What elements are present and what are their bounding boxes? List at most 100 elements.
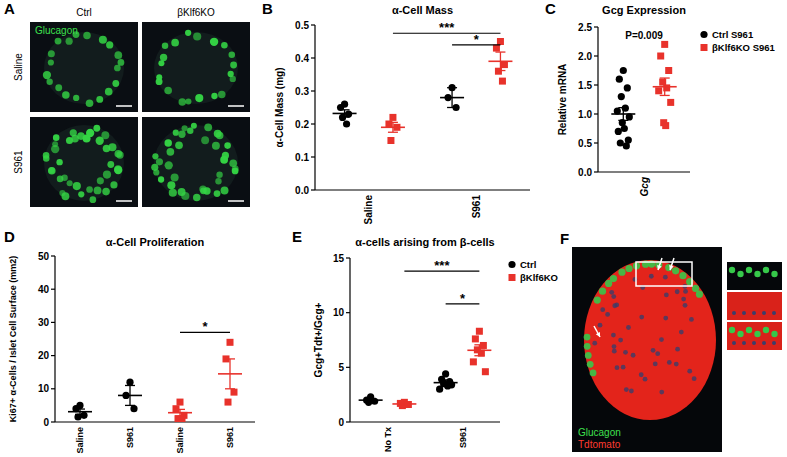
scale-bar [116, 105, 132, 107]
glucagon-cell [746, 327, 752, 333]
error-cap [660, 95, 670, 96]
glucagon-cell [83, 32, 90, 39]
glucagon-cell [182, 125, 188, 131]
micrograph [572, 247, 722, 452]
nucleus [605, 312, 610, 317]
error-cap [340, 109, 350, 110]
y-tick [346, 367, 350, 368]
y-tick [311, 189, 315, 190]
glucagon-cell [110, 181, 117, 188]
glucagon-cell [93, 125, 100, 132]
nucleus [732, 311, 736, 315]
error-bar [366, 398, 376, 401]
glucagon-cell [584, 334, 591, 341]
glucagon-cell [114, 65, 121, 72]
nucleus [618, 338, 623, 343]
glucagon-cell [584, 343, 591, 350]
legend-marker [701, 44, 708, 51]
y-axis [54, 256, 55, 422]
arrow-shaft [658, 258, 662, 270]
glucagon-cell [215, 178, 221, 184]
glucagon-cell [763, 327, 769, 333]
y-tick [594, 55, 598, 56]
y-tick-label: 0.5 [578, 138, 592, 149]
glucagon-cell [59, 190, 65, 196]
error-cap [618, 120, 628, 121]
panel-C: CGcg Expression0.00.51.01.52.02.5Relativ… [545, 0, 776, 196]
data-point [385, 121, 392, 128]
nucleus [679, 330, 684, 335]
panel-label: E [292, 228, 302, 245]
data-point [389, 114, 396, 121]
glucagon-cell [97, 177, 104, 184]
error-cap [441, 385, 451, 386]
glucagon-cell [178, 131, 185, 138]
data-point [615, 128, 622, 135]
data-point [620, 67, 627, 74]
glucagon-cell [86, 186, 93, 193]
glucagon-cell [112, 80, 119, 87]
glucagon-cell [156, 74, 162, 80]
glucagon-cell [171, 39, 179, 47]
glucagon-cell [158, 176, 164, 182]
nucleus [631, 353, 636, 358]
y-tick [51, 255, 55, 256]
data-point [662, 122, 669, 129]
x-axis [350, 421, 500, 422]
data-point [499, 78, 506, 85]
y-tick [594, 113, 598, 114]
glucagon-cell [55, 84, 62, 91]
error-cap [175, 409, 185, 410]
panel-E: Eα-cells arising from β-cells051015Gcg+T… [292, 228, 558, 452]
error-bar [175, 409, 185, 416]
data-point [624, 84, 631, 91]
nucleus [689, 317, 694, 322]
glucagon-cell [585, 352, 592, 359]
data-point [657, 53, 664, 60]
nucleus [692, 376, 697, 381]
y-tick [311, 24, 315, 25]
glucagon-cell [103, 171, 111, 179]
mean-line [392, 403, 416, 405]
y-axis [597, 27, 598, 172]
y-axis [314, 25, 315, 190]
error-stem [664, 78, 665, 95]
data-point [667, 99, 674, 106]
glucagon-cell [221, 187, 229, 195]
scale-bar [116, 200, 132, 202]
glucagon-cell [200, 188, 207, 195]
nucleus [762, 311, 766, 315]
row-label: S961 [13, 150, 24, 174]
data-point [231, 389, 238, 396]
error-cap [388, 122, 398, 123]
nucleus [659, 390, 664, 395]
micrograph [30, 117, 138, 207]
nucleus [643, 377, 648, 382]
error-cap [441, 379, 451, 380]
y-axis-label: Ki67+ α-Cells / Islet Cell Surface (mm2) [8, 256, 18, 422]
glucagon-cell [78, 191, 84, 197]
nucleus [624, 387, 629, 392]
nucleus [683, 303, 688, 308]
glucagon-cell [73, 182, 81, 190]
error-stem [179, 409, 180, 416]
glucagon-cell [195, 94, 203, 102]
y-tick [51, 322, 55, 323]
y-tick [311, 156, 315, 157]
error-cap [447, 107, 457, 108]
glucagon-cell [191, 123, 197, 129]
nucleus [752, 311, 756, 315]
error-cap [366, 398, 376, 399]
stain-label: Tdtomato [578, 439, 621, 450]
glucagon-cell [729, 267, 735, 273]
annotation: * [460, 291, 466, 306]
glucagon-cell [193, 194, 200, 201]
nucleus [667, 360, 672, 365]
y-tick-label: 0 [43, 417, 49, 428]
glucagon-cell [173, 130, 179, 136]
nucleus [626, 325, 631, 330]
nucleus [612, 303, 617, 308]
error-bar [441, 380, 451, 385]
glucagon-cell [214, 190, 221, 197]
category-label: S961 [471, 195, 482, 219]
